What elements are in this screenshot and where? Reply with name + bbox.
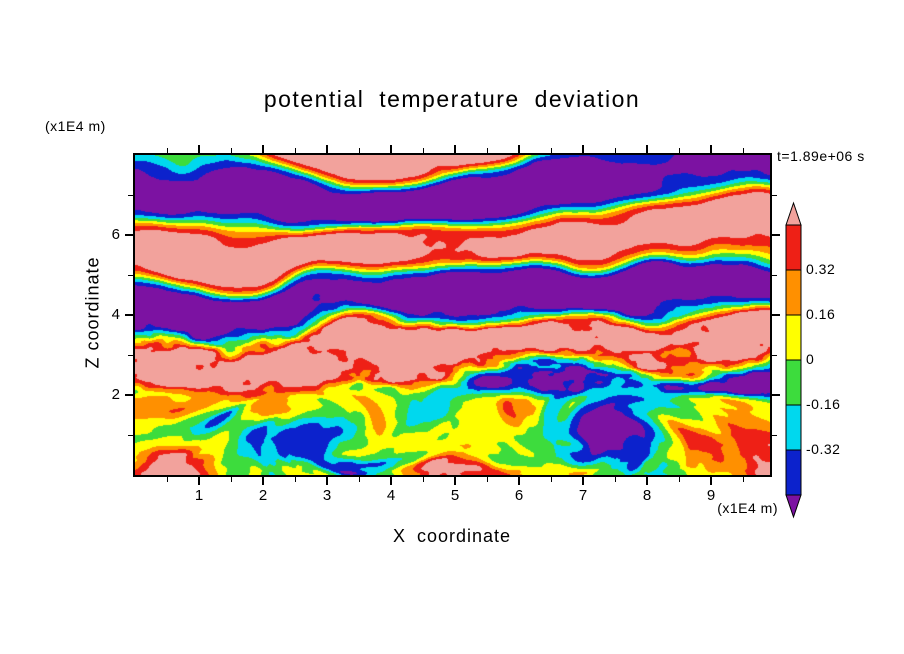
chart-title: potential temperature deviation [263, 86, 641, 112]
y-axis-minor-tick [128, 434, 133, 436]
y-axis-minor-tick-right [772, 434, 777, 436]
x-axis-minor-tick-top [742, 148, 744, 153]
y-tick-label: 6 [111, 226, 120, 243]
x-tick-label: 7 [578, 487, 588, 504]
colorbar-band [785, 449, 802, 496]
x-axis-major-tick [582, 477, 585, 485]
x-axis-major-tick [646, 477, 649, 485]
colorbar-tick-label: 0.32 [806, 261, 836, 277]
y-axis-major-tick [125, 314, 133, 316]
x-tick-label: 1 [194, 487, 204, 504]
colorbar-tick-label: -0.32 [806, 441, 841, 457]
y-tick-label: 4 [111, 306, 120, 323]
x-axis-major-tick-top [518, 145, 521, 153]
x-axis-major-tick [518, 477, 521, 485]
x-axis-minor-tick-top [358, 148, 360, 153]
x-axis-minor-tick [486, 477, 488, 482]
x-axis-major-tick-top [326, 145, 329, 153]
x-axis-major-tick [262, 477, 265, 485]
x-axis-major-tick [198, 477, 200, 485]
y-tick-label: 2 [111, 386, 120, 403]
x-axis-minor-tick [230, 477, 232, 482]
colorbar-band [785, 269, 802, 316]
heatmap-canvas [135, 155, 770, 475]
colorbar-tick-label: -0.16 [806, 396, 841, 412]
plot-frame [133, 153, 772, 477]
x-axis-major-tick-top [262, 145, 265, 153]
x-tick-label: 5 [450, 487, 460, 504]
y-axis-major-tick-right [772, 394, 780, 396]
x-axis-major-tick [454, 477, 457, 485]
x-tick-label: 2 [258, 487, 268, 504]
colorbar-tick-label: 0 [806, 351, 815, 367]
colorbar-band [785, 314, 802, 361]
x-axis-major-tick-top [454, 145, 457, 153]
x-axis-minor-tick [294, 477, 296, 482]
colorbar-band [785, 404, 802, 451]
x-axis-minor-tick [550, 477, 552, 482]
x-axis-minor-tick [358, 477, 360, 482]
x-axis-minor-tick-top [614, 148, 616, 153]
x-axis-major-tick-top [646, 145, 649, 153]
x-axis-major-tick [390, 477, 393, 485]
x-tick-label: 9 [706, 487, 716, 504]
x-axis-major-tick-top [198, 145, 200, 153]
x-tick-label: 3 [322, 487, 332, 504]
x-axis-minor-tick-top [422, 148, 424, 153]
x-axis-minor-tick [422, 477, 424, 482]
x-axis-minor-tick-top [230, 148, 232, 153]
x-axis-major-tick-top [390, 145, 393, 153]
y-axis-minor-tick-right [772, 274, 777, 276]
x-axis-unit-label: (x1E4 m) [717, 500, 778, 516]
colorbar-band [785, 359, 802, 406]
x-axis-major-tick [326, 477, 329, 485]
colorbar-tick-label: 0.16 [806, 306, 836, 322]
x-axis-minor-tick-top [550, 148, 552, 153]
x-axis-minor-tick [614, 477, 616, 482]
y-axis-minor-tick [128, 274, 133, 276]
x-axis-minor-tick-top [486, 148, 488, 153]
x-axis-minor-tick-top [294, 148, 296, 153]
y-axis-major-tick-right [772, 234, 780, 236]
y-axis-major-tick [125, 234, 133, 236]
colorbar-arrow-top [785, 201, 802, 226]
x-axis-minor-tick [678, 477, 680, 482]
colorbar [785, 201, 802, 519]
x-axis-minor-tick [166, 477, 168, 482]
x-tick-label: 8 [642, 487, 652, 504]
time-annotation: t=1.89e+06 s [777, 148, 865, 164]
colorbar-arrow-bottom [785, 494, 802, 519]
y-axis-minor-tick-right [772, 194, 777, 196]
x-axis-minor-tick-top [678, 148, 680, 153]
x-tick-label: 6 [514, 487, 524, 504]
y-axis-major-tick-right [772, 314, 780, 316]
x-axis-major-tick-top [582, 145, 585, 153]
z-axis-unit-label: (x1E4 m) [45, 118, 106, 134]
x-axis-minor-tick [742, 477, 744, 482]
x-axis-major-tick [710, 477, 713, 485]
y-axis-minor-tick [128, 354, 133, 356]
x-tick-label: 4 [386, 487, 396, 504]
colorbar-band [785, 224, 802, 271]
y-axis-minor-tick-right [772, 354, 777, 356]
x-axis-minor-tick-top [166, 148, 168, 153]
x-axis-major-tick-top [710, 145, 713, 153]
y-axis-minor-tick [128, 194, 133, 196]
y-axis-major-tick [125, 394, 133, 396]
x-axis-title: X coordinate [392, 526, 512, 546]
